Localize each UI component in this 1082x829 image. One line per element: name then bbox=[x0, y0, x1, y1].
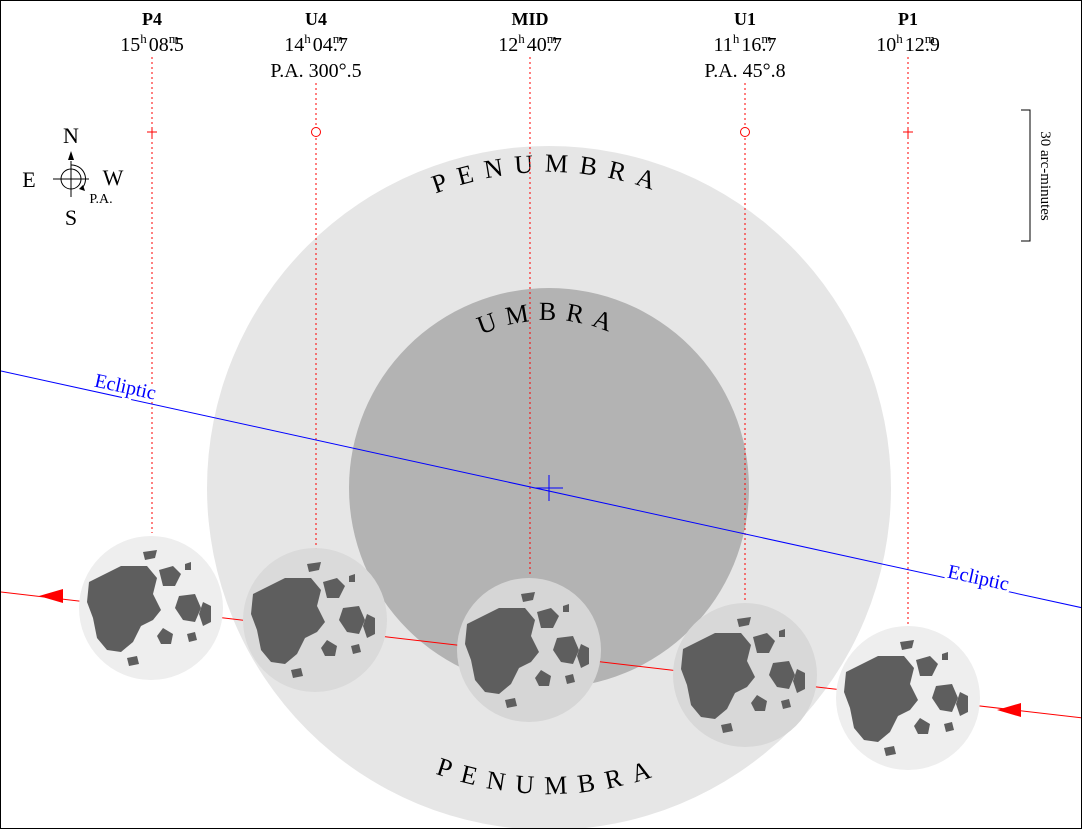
moon-path-arrow-left bbox=[39, 589, 63, 603]
ecliptic-center-cross bbox=[535, 475, 563, 501]
contact-mid: MID 12h 40m.7 bbox=[498, 9, 562, 56]
contact-u4-pa: P.A. 300°.5 bbox=[270, 60, 361, 82]
ecliptic-right-label: Ecliptic bbox=[946, 561, 1012, 596]
ecliptic-left-label: Ecliptic bbox=[93, 370, 159, 405]
compass-pa: P.A. bbox=[89, 192, 112, 207]
contact-u4-time: 14h 04m.7 bbox=[284, 31, 348, 56]
contact-p4: P4 15h 08m.5 bbox=[120, 9, 184, 56]
contact-p1-time: 10h 12m.9 bbox=[876, 31, 940, 56]
contact-u4-label: U4 bbox=[305, 9, 327, 29]
compass-south: S bbox=[65, 205, 77, 230]
scale-label: 30 arc-minutes bbox=[1037, 131, 1053, 221]
contact-u1-label: U1 bbox=[734, 9, 756, 29]
contact-u4: U4 14h 04m.7 P.A. 300°.5 bbox=[270, 9, 361, 82]
moon-u4 bbox=[243, 548, 387, 692]
u1-circle-marker bbox=[740, 127, 750, 137]
compass-north: N bbox=[63, 123, 79, 148]
moon-mid bbox=[457, 578, 601, 722]
ecliptic-line bbox=[1, 370, 1081, 609]
p4-plus-marker bbox=[147, 127, 157, 137]
contact-p1: P1 10h 12m.9 bbox=[876, 9, 940, 56]
contact-p4-label: P4 bbox=[142, 9, 162, 29]
compass-rose: N S E W P.A. bbox=[22, 123, 123, 230]
moon-p1 bbox=[836, 626, 980, 770]
scale-bar bbox=[1021, 109, 1031, 242]
contact-mid-time: 12h 40m.7 bbox=[498, 31, 562, 56]
contact-u1-pa: P.A. 45°.8 bbox=[704, 60, 785, 82]
contact-p4-time: 15h 08m.5 bbox=[120, 31, 184, 56]
moon-path-arrow-right bbox=[997, 703, 1021, 717]
compass-west: W bbox=[103, 165, 124, 190]
moon-u1 bbox=[673, 603, 817, 747]
contact-p1-label: P1 bbox=[898, 9, 918, 29]
north-arrow-icon bbox=[68, 151, 74, 160]
moon-p4 bbox=[79, 536, 223, 680]
pa-arc-icon bbox=[70, 164, 86, 188]
p1-plus-marker bbox=[903, 127, 913, 137]
contact-u1: U1 11h 16m.7 P.A. 45°.8 bbox=[704, 9, 785, 82]
contact-mid-label: MID bbox=[512, 9, 549, 29]
compass-east: E bbox=[22, 167, 35, 192]
contact-u1-time: 11h 16m.7 bbox=[714, 31, 777, 56]
u4-circle-marker bbox=[311, 127, 321, 137]
